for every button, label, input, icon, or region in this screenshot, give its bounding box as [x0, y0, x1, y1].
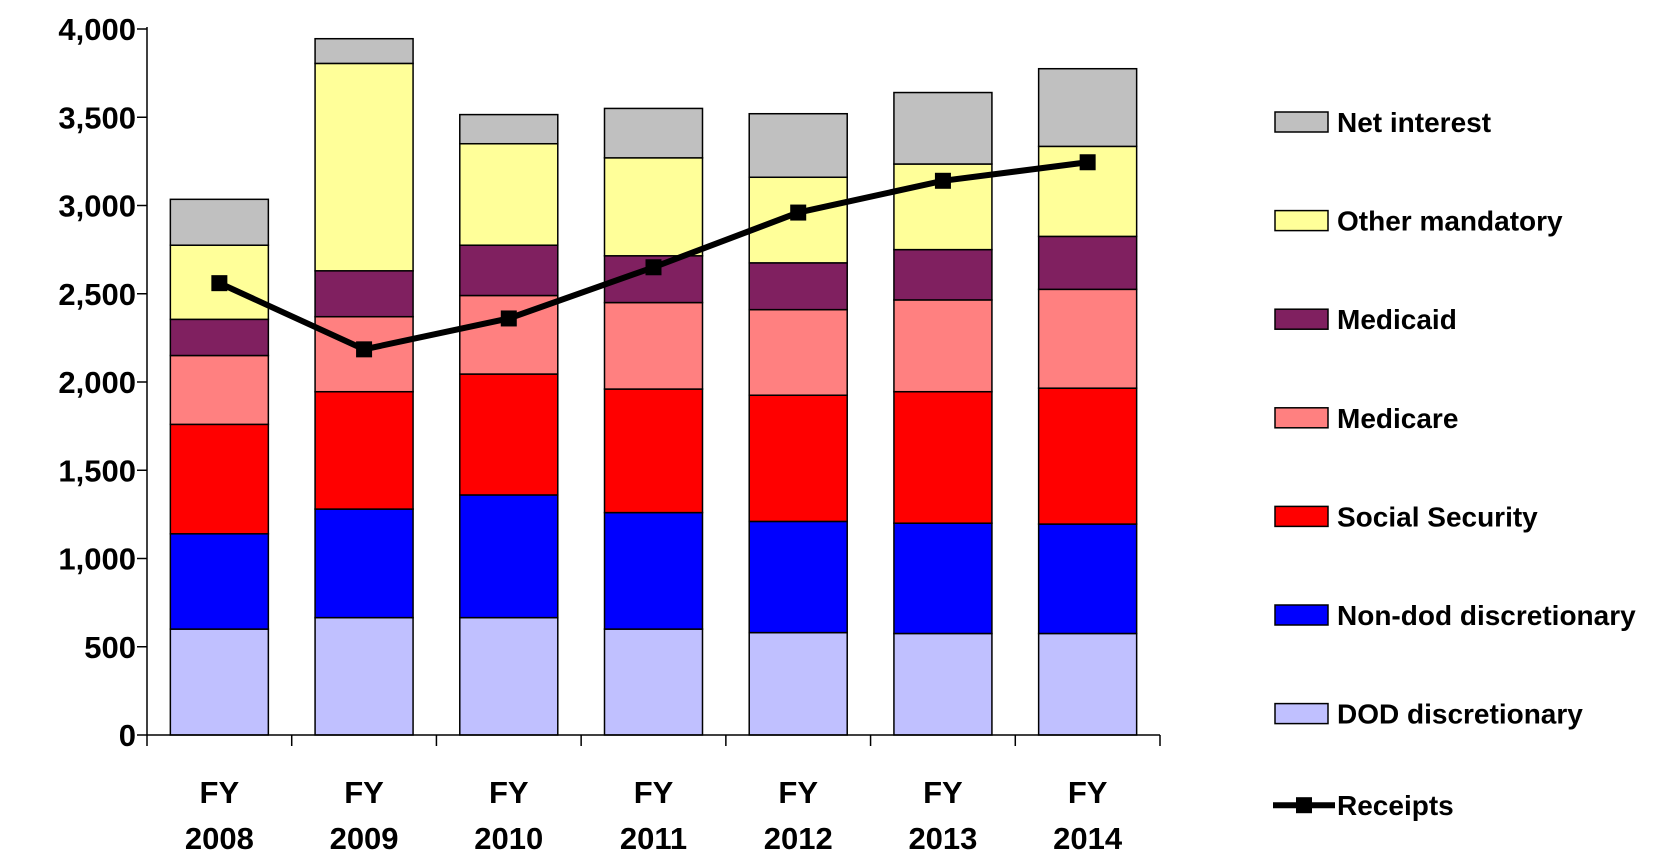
receipts-point — [356, 341, 373, 358]
legend-swatch-medicaid — [1274, 308, 1329, 330]
x-tick-label-line2: 2010 — [474, 821, 543, 855]
bar-net-interest-1 — [314, 37, 414, 65]
bar-non-dod-discretionary-5 — [893, 522, 993, 635]
bar-other-mandatory-3 — [603, 157, 704, 257]
receipts-point — [1079, 154, 1096, 171]
bar-social-security-0 — [169, 423, 270, 535]
legend-label-receipts: Receipts — [1337, 790, 1454, 821]
x-tick-label-line2: 2013 — [908, 821, 977, 855]
y-tick-label: 1,500 — [58, 453, 136, 488]
bar-non-dod-discretionary-4 — [748, 520, 848, 634]
bar-dod-discretionary-2 — [459, 616, 559, 736]
y-tick-label: 1,000 — [58, 542, 136, 577]
bar-other-mandatory-1 — [314, 62, 414, 272]
legend-swatch-social-security — [1274, 505, 1329, 528]
legend: Net interest Other mandatory Medicaid Medic… — [1273, 107, 1636, 821]
legend-label-medicare: Medicare — [1337, 403, 1458, 434]
legend-label-dod-discretionary: DOD discretionary — [1337, 699, 1583, 730]
bar-medicaid-5 — [893, 248, 993, 301]
bar-medicare-4 — [748, 308, 848, 396]
bar-social-security-6 — [1037, 387, 1138, 525]
y-tick-label: 2,500 — [58, 277, 136, 312]
x-tick-label-line1: FY — [489, 775, 529, 810]
legend-swatch-receipts-marker — [1296, 797, 1312, 814]
receipts-line-layer — [211, 154, 1096, 358]
bar-social-security-3 — [603, 388, 704, 514]
receipts-point — [934, 172, 951, 189]
y-tick-label: 2,000 — [58, 365, 136, 400]
x-tick-label-line1: FY — [923, 775, 963, 810]
legend-swatch-non-dod-discretionary — [1274, 604, 1329, 626]
receipts-point — [211, 275, 228, 292]
axes-layer: 0 500 1,000 1,500 2,000 2,500 3,000 3,500 4,000 F… — [58, 12, 1161, 856]
legend-swatch-other-mandatory — [1274, 209, 1329, 232]
bar-dod-discretionary-6 — [1037, 632, 1138, 736]
legend-swatch-dod-discretionary — [1274, 702, 1329, 725]
bar-dod-discretionary-3 — [603, 628, 704, 736]
x-tick-label-line2: 2009 — [330, 821, 399, 855]
x-tick-label-line1: FY — [1068, 775, 1108, 810]
bar-dod-discretionary-4 — [748, 631, 848, 736]
bar-social-security-1 — [314, 390, 414, 510]
y-tick-label: 0 — [119, 718, 136, 753]
receipts-point — [645, 259, 662, 276]
bar-dod-discretionary-5 — [893, 632, 993, 736]
bar-non-dod-discretionary-3 — [603, 511, 704, 630]
bar-net-interest-0 — [169, 198, 270, 246]
bar-non-dod-discretionary-6 — [1037, 523, 1138, 635]
bar-net-interest-4 — [748, 112, 848, 179]
bar-medicaid-0 — [169, 318, 270, 357]
y-tick-label: 3,000 — [58, 189, 136, 224]
x-tick-label-line1: FY — [344, 775, 384, 810]
y-tick-label: 4,000 — [58, 12, 136, 47]
x-tick-label-line2: 2014 — [1053, 821, 1123, 855]
x-tick-label-line2: 2012 — [764, 821, 833, 855]
bar-net-interest-6 — [1037, 67, 1138, 148]
receipts-point — [790, 204, 807, 221]
bar-dod-discretionary-1 — [314, 616, 414, 736]
bar-medicaid-2 — [459, 244, 559, 297]
legend-label-net-interest: Net interest — [1337, 107, 1491, 138]
x-tick-label-line1: FY — [634, 775, 674, 810]
bar-medicaid-6 — [1037, 235, 1138, 291]
bar-net-interest-5 — [893, 91, 993, 165]
legend-label-non-dod-discretionary: Non-dod discretionary — [1337, 600, 1636, 631]
y-tick-label: 3,500 — [58, 100, 136, 135]
bar-medicare-6 — [1037, 288, 1138, 389]
bar-social-security-4 — [748, 394, 848, 523]
x-tick-label-line2: 2008 — [185, 821, 254, 855]
bar-non-dod-discretionary-0 — [169, 533, 270, 630]
legend-swatch-net-interest — [1274, 111, 1329, 133]
bars-layer — [169, 37, 1138, 736]
bar-medicaid-4 — [748, 262, 848, 311]
bar-net-interest-2 — [459, 113, 559, 145]
legend-swatch-medicare — [1274, 407, 1329, 429]
bar-medicaid-1 — [314, 270, 414, 318]
bar-non-dod-discretionary-2 — [459, 494, 559, 619]
receipts-point — [500, 310, 517, 327]
bar-medicare-0 — [169, 354, 270, 426]
bar-non-dod-discretionary-1 — [314, 508, 414, 619]
legend-label-other-mandatory: Other mandatory — [1337, 206, 1563, 237]
legend-label-social-security: Social Security — [1337, 501, 1538, 532]
bar-social-security-2 — [459, 373, 559, 496]
x-tick-label-line1: FY — [200, 775, 240, 810]
bar-other-mandatory-2 — [459, 142, 559, 246]
bar-medicare-5 — [893, 299, 993, 393]
bar-net-interest-3 — [603, 107, 704, 159]
bar-medicare-3 — [603, 301, 704, 390]
bar-social-security-5 — [893, 390, 993, 524]
x-tick-label-line1: FY — [778, 775, 818, 810]
x-tick-label-line2: 2011 — [620, 821, 687, 855]
bar-dod-discretionary-0 — [169, 628, 270, 736]
y-tick-label: 500 — [84, 630, 136, 665]
legend-label-medicaid: Medicaid — [1337, 304, 1457, 335]
